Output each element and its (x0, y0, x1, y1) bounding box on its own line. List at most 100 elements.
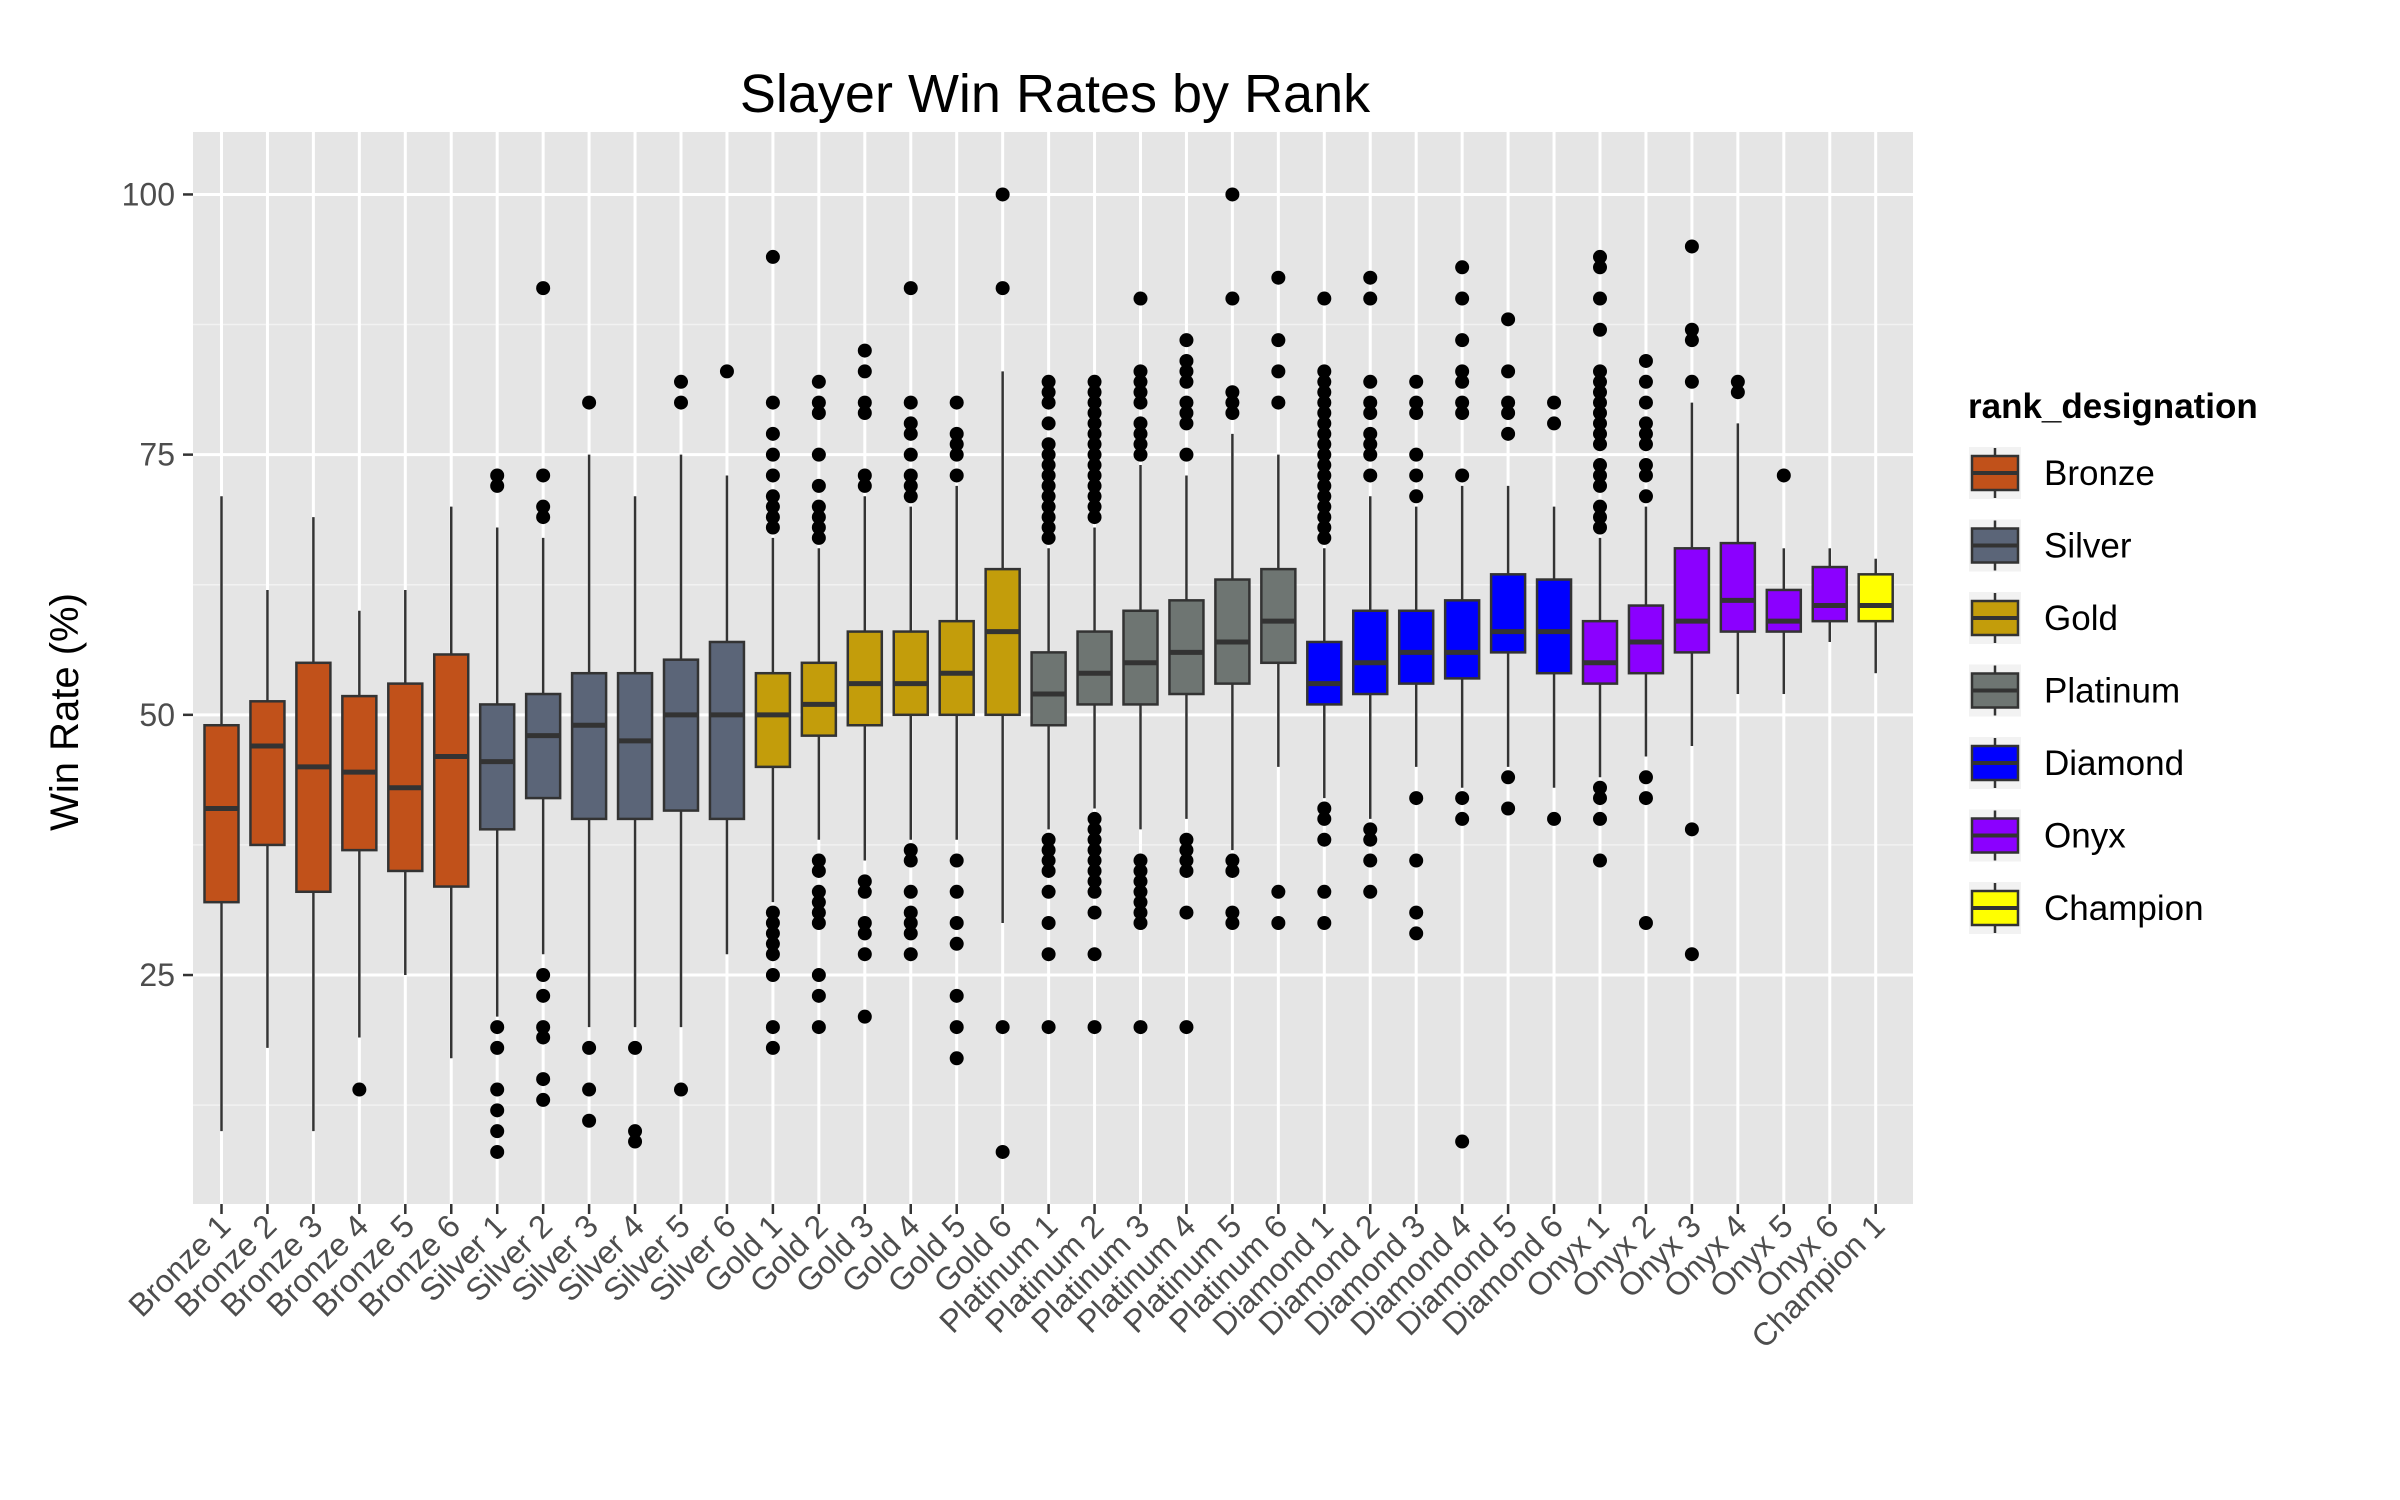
outlier-point (1133, 291, 1148, 306)
outlier-point (1087, 406, 1102, 421)
outlier-point (1684, 322, 1699, 337)
outlier-point (1684, 822, 1699, 837)
outlier-point (1363, 426, 1378, 441)
outlier-point (995, 281, 1010, 296)
outlier-point (1179, 853, 1194, 868)
outlier-point (1501, 770, 1516, 785)
box-platinum-6 (1260, 270, 1297, 930)
legend-item-gold: Gold (1967, 590, 2118, 646)
box-bronze-4 (341, 610, 378, 1097)
outlier-point (1501, 312, 1516, 327)
outlier-point (765, 1020, 780, 1035)
outlier-point (949, 884, 964, 899)
outlier-point (1087, 458, 1102, 473)
outlier-point (1593, 510, 1607, 525)
box-body (800, 661, 838, 737)
outlier-point (765, 1040, 780, 1055)
outlier-point (1409, 489, 1424, 504)
outlier-point (1087, 437, 1102, 452)
outlier-point (1087, 499, 1102, 514)
outlier-point (811, 905, 826, 920)
box-body (203, 723, 240, 904)
outlier-point (765, 510, 780, 525)
outlier-point (1317, 489, 1332, 504)
box-diamond-1 (1306, 291, 1343, 930)
outlier-point (1133, 426, 1148, 441)
outlier-point (903, 281, 918, 296)
outlier-point (1638, 915, 1653, 930)
outlier-point (1363, 884, 1378, 899)
outlier-point (949, 447, 964, 462)
outlier-point (765, 395, 780, 410)
outlier-point (1593, 853, 1607, 868)
outlier-point (1317, 437, 1332, 452)
box-body (433, 653, 470, 888)
legend-item-onyx: Onyx (1967, 807, 2126, 864)
outlier-point (1133, 905, 1148, 920)
outlier-point (811, 863, 826, 878)
outlier-point (1087, 416, 1102, 431)
box-body (1765, 588, 1803, 633)
outlier-point (1547, 416, 1562, 431)
outlier-point (1593, 426, 1607, 441)
outlier-point (1225, 853, 1240, 868)
outlier-point (1317, 426, 1332, 441)
box-body (1168, 599, 1205, 696)
outlier-point (811, 988, 826, 1003)
box-body (708, 640, 746, 821)
outlier-point (1593, 249, 1607, 264)
outlier-point (1317, 395, 1332, 410)
outlier-point (811, 478, 826, 493)
legend: rank_designation Bronze Silver Gold Platinu… (1967, 387, 2258, 936)
outlier-point (1455, 791, 1470, 806)
outlier-point (1684, 374, 1699, 389)
outlier-point (765, 447, 780, 462)
outlier-point (1041, 863, 1056, 878)
outlier-point (536, 988, 551, 1003)
outlier-point (1593, 478, 1607, 493)
outlier-point (674, 1082, 688, 1097)
outlier-point (1593, 458, 1607, 473)
outlier-point (1041, 489, 1056, 504)
outlier-point (765, 926, 780, 941)
outlier-point (857, 947, 872, 962)
outlier-point (1317, 374, 1332, 389)
outlier-point (1133, 915, 1148, 930)
outlier-point (490, 1082, 505, 1097)
outlier-point (949, 437, 964, 452)
outlier-point (903, 468, 918, 483)
outlier-point (628, 1134, 643, 1149)
outlier-point (1041, 832, 1056, 847)
y-tick-label: 75 (139, 437, 175, 473)
outlier-point (582, 1113, 597, 1128)
outlier-point (1455, 333, 1470, 348)
box-gold-2 (800, 374, 838, 1035)
box-body (1076, 630, 1113, 706)
outlier-point (719, 364, 734, 379)
outlier-point (1455, 364, 1470, 379)
outlier-point (1179, 843, 1194, 858)
outlier-point (1225, 863, 1240, 878)
box-diamond-3 (1397, 374, 1435, 941)
outlier-point (1409, 853, 1424, 868)
outlier-point (1179, 406, 1194, 421)
outlier-point (1593, 780, 1607, 795)
outlier-point (903, 416, 918, 431)
outlier-point (1179, 374, 1194, 389)
outlier-point (1179, 364, 1194, 379)
outlier-point (1593, 385, 1607, 400)
outlier-point (1593, 291, 1607, 306)
outlier-point (1179, 333, 1194, 348)
outlier-point (536, 1092, 551, 1107)
outlier-point (903, 395, 918, 410)
box-bronze-5 (387, 589, 424, 976)
outlier-point (1041, 520, 1056, 535)
outlier-point (1501, 426, 1516, 441)
outlier-point (1087, 884, 1102, 899)
outlier-point (1041, 915, 1056, 930)
box-body (1443, 599, 1481, 680)
outlier-point (1087, 811, 1102, 826)
outlier-point (1041, 510, 1056, 525)
outlier-point (536, 281, 551, 296)
outlier-point (1638, 395, 1653, 410)
